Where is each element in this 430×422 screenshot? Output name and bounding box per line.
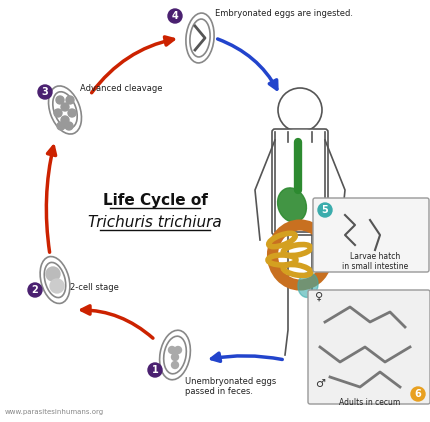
- Text: Life Cycle of: Life Cycle of: [102, 192, 207, 208]
- Text: ♀: ♀: [314, 292, 322, 302]
- Circle shape: [50, 279, 64, 293]
- Text: 4: 4: [171, 11, 178, 21]
- Circle shape: [54, 109, 62, 117]
- Text: 2: 2: [31, 285, 38, 295]
- Circle shape: [147, 363, 162, 377]
- Circle shape: [28, 283, 42, 297]
- Text: 1: 1: [151, 365, 158, 375]
- Circle shape: [46, 267, 60, 281]
- Circle shape: [56, 96, 64, 104]
- Text: Embryonated eggs are ingested.: Embryonated eggs are ingested.: [215, 8, 352, 17]
- Circle shape: [57, 122, 65, 130]
- Circle shape: [61, 116, 69, 124]
- Circle shape: [66, 96, 74, 104]
- Circle shape: [168, 346, 175, 354]
- Circle shape: [61, 103, 69, 111]
- Text: Larvae hatch
in small intestine: Larvae hatch in small intestine: [341, 252, 407, 271]
- Circle shape: [168, 9, 181, 23]
- Ellipse shape: [297, 273, 317, 298]
- Circle shape: [68, 109, 76, 117]
- Text: ♂: ♂: [314, 379, 324, 389]
- FancyBboxPatch shape: [307, 290, 429, 404]
- Ellipse shape: [277, 188, 306, 222]
- Circle shape: [171, 354, 178, 360]
- Circle shape: [174, 346, 181, 354]
- Circle shape: [65, 122, 73, 130]
- Circle shape: [410, 387, 424, 401]
- Text: Unembryonated eggs
passed in feces.: Unembryonated eggs passed in feces.: [184, 377, 276, 396]
- Bar: [287, 130, 311, 142]
- Text: 3: 3: [42, 87, 48, 97]
- Text: www.parasitesinhumans.org: www.parasitesinhumans.org: [5, 409, 104, 415]
- Circle shape: [171, 362, 178, 368]
- Circle shape: [38, 85, 52, 99]
- Text: 6: 6: [414, 389, 421, 399]
- Text: 2-cell stage: 2-cell stage: [70, 284, 119, 292]
- Text: Advanced cleavage: Advanced cleavage: [80, 84, 162, 92]
- Text: 5: 5: [321, 205, 328, 215]
- Text: Adults in cecum: Adults in cecum: [338, 398, 400, 407]
- Circle shape: [317, 203, 331, 217]
- Text: Trichuris trichiura: Trichuris trichiura: [88, 214, 221, 230]
- FancyBboxPatch shape: [312, 198, 428, 272]
